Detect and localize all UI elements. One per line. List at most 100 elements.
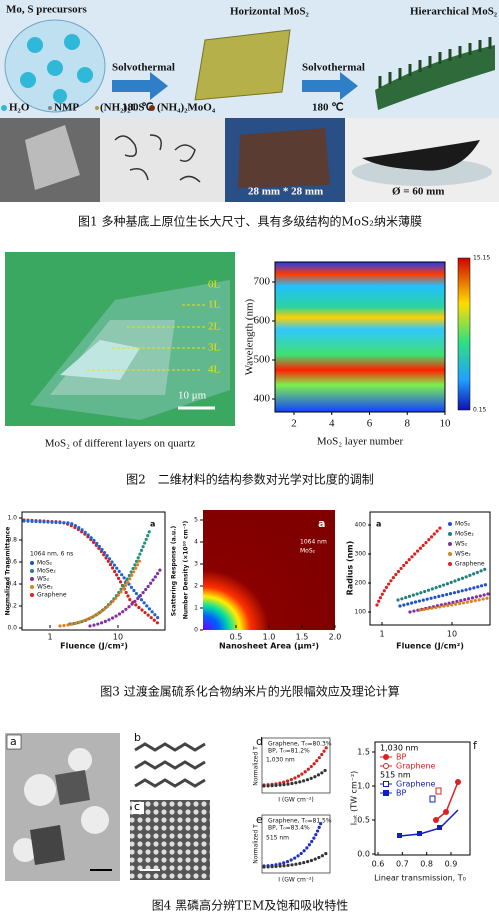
reagent: NMP bbox=[54, 102, 79, 114]
y-axis-label: Iₛₐₜ (TW cm⁻²) bbox=[350, 771, 359, 826]
panel-label: b bbox=[134, 731, 141, 744]
map-ticks: 400 500 600 700 2 4 6 8 10 bbox=[254, 276, 452, 430]
panel-label: e bbox=[256, 813, 263, 826]
legend-marker bbox=[30, 569, 34, 573]
legend-label: MoS₂ bbox=[37, 560, 53, 567]
density-gradient bbox=[203, 510, 335, 630]
scale-label: 10 μm bbox=[178, 390, 207, 402]
plot-frame bbox=[369, 511, 491, 626]
y-tick-label: 0.8 bbox=[7, 537, 17, 544]
legend-marker bbox=[30, 593, 34, 597]
panel-label: c bbox=[134, 800, 140, 813]
y-tick-label: 1.5 bbox=[357, 748, 370, 757]
arrow bbox=[302, 72, 358, 100]
reagent: (NH₂)₂CS bbox=[100, 102, 144, 114]
ticks: 0.0 0.5 1.0 1.5 0.6 0.7 0.8 0.9 bbox=[357, 748, 457, 869]
y-tick-label: 3 bbox=[194, 561, 198, 568]
series-line bbox=[399, 809, 459, 837]
photo-label: 28 mm * 28 mm bbox=[248, 186, 323, 198]
y-tick-label: 5 bbox=[194, 517, 198, 524]
figure-3: a 1064 nm, 6 ns MoS₂MoSe₂WS₂WSe₂Graphene… bbox=[5, 510, 491, 699]
y-axis-label: Wavelength (nm) bbox=[244, 298, 256, 375]
layer-label: 4L bbox=[208, 364, 221, 376]
note: MoS₂ bbox=[300, 548, 316, 555]
wavelength: 1,030 nm bbox=[266, 757, 295, 764]
x-axis-label: I (GW cm⁻²) bbox=[278, 877, 314, 884]
x-tick-label: 1.5 bbox=[296, 633, 309, 642]
nanosheets bbox=[378, 37, 492, 88]
x-tick-label: 0.8 bbox=[420, 860, 433, 869]
legend-marker bbox=[383, 781, 389, 787]
plot-frame bbox=[374, 741, 471, 856]
y-tick-label: 700 bbox=[254, 276, 271, 288]
legend-label: MoSe₂ bbox=[455, 531, 474, 538]
reagent: (NH₄)₂MoO₄ bbox=[157, 102, 216, 114]
y-tick-label: 1.0 bbox=[7, 515, 17, 522]
legend-marker bbox=[448, 522, 452, 526]
colorbar-min: 0.15 bbox=[473, 407, 487, 414]
temperature: 180 ℃ bbox=[312, 102, 344, 114]
layer-label: 0L bbox=[208, 279, 221, 291]
caption: 图1 多种基底上原位生长大尺寸、具有多级结构的MoS₂纳米薄膜 bbox=[78, 214, 422, 229]
tem-flakes bbox=[114, 134, 201, 183]
legend-marker bbox=[30, 561, 34, 565]
x-tick-label: 0.7 bbox=[396, 860, 409, 869]
curve bbox=[418, 596, 490, 612]
legend-label: WSe₂ bbox=[37, 584, 53, 591]
legend-marker bbox=[30, 585, 34, 589]
y-tick-label: 4 bbox=[194, 539, 198, 546]
legend-marker bbox=[383, 754, 389, 760]
plot-frame bbox=[21, 511, 166, 631]
legend-marker bbox=[30, 577, 34, 581]
y-tick-label: 1.0 bbox=[357, 782, 370, 791]
panel-label: a bbox=[376, 520, 381, 529]
legend-label: Graphene bbox=[37, 592, 67, 599]
x-tick-label: 0.5 bbox=[230, 633, 243, 642]
y-tick-label: 600 bbox=[254, 315, 271, 327]
stage-title: Hierarchical MoS₂ bbox=[410, 6, 498, 18]
legend-marker bbox=[448, 552, 452, 556]
legend-label: WSe₂ bbox=[455, 551, 471, 558]
x-tick-label: 0.6 bbox=[372, 860, 385, 869]
curve bbox=[375, 526, 442, 607]
x-axis-label: Linear transmission, T₀ bbox=[374, 874, 466, 883]
x-tick-label: 8 bbox=[405, 418, 411, 430]
legend-marker bbox=[448, 562, 452, 566]
sem-flake bbox=[25, 125, 80, 190]
reagent-legend: H₂O NMP (NH₂)₂CS (NH₄)₂MoO₄ bbox=[1, 102, 216, 114]
y-axis-label: Radius (nm) bbox=[346, 541, 355, 596]
x-tick-label: 2 bbox=[291, 418, 297, 430]
curve bbox=[22, 519, 162, 622]
series-markers bbox=[397, 825, 442, 838]
reagent: H₂O bbox=[9, 102, 30, 114]
x-tick-label: 6 bbox=[367, 418, 373, 430]
y-tick-label: 300 bbox=[355, 551, 367, 558]
y-tick-label: 0.5 bbox=[357, 816, 370, 825]
legend-label: 515 nm bbox=[380, 771, 411, 780]
x-tick-label: 10 bbox=[440, 418, 452, 430]
legend-label: Graphene bbox=[396, 780, 436, 789]
caption: 图2 二维材料的结构参数对光学对比度的调制 bbox=[126, 472, 374, 487]
x-tick-label: 2.0 bbox=[329, 633, 342, 642]
stage-title: Mo, S precursors bbox=[6, 4, 87, 16]
legend: BP, T₀=83.4% bbox=[268, 825, 310, 832]
curve bbox=[262, 766, 330, 788]
y2-axis-label: Scattering Response (a.u.) bbox=[171, 526, 178, 617]
y-axis-label: Normalized Transmittance bbox=[5, 527, 12, 616]
caption: 图4 黑磷高分辨TEM及饱和吸收特性 bbox=[152, 898, 349, 913]
legend-title: 1064 nm, 6 ns bbox=[30, 551, 73, 558]
contrast-map bbox=[274, 261, 446, 413]
legend-label: Graphene bbox=[396, 762, 436, 771]
colorbar bbox=[457, 257, 471, 411]
stage-title: Horizontal MoS₂ bbox=[230, 6, 309, 18]
curve bbox=[58, 558, 142, 628]
legend-label: MoS₂ bbox=[455, 521, 471, 528]
y-tick-label: 2 bbox=[194, 583, 198, 590]
x-tick-label: 1 bbox=[47, 633, 52, 642]
layer-arrows bbox=[85, 304, 205, 371]
y-tick-label: 200 bbox=[355, 580, 367, 587]
y-axis-label: Normalized T bbox=[253, 824, 260, 864]
curve bbox=[262, 850, 330, 869]
